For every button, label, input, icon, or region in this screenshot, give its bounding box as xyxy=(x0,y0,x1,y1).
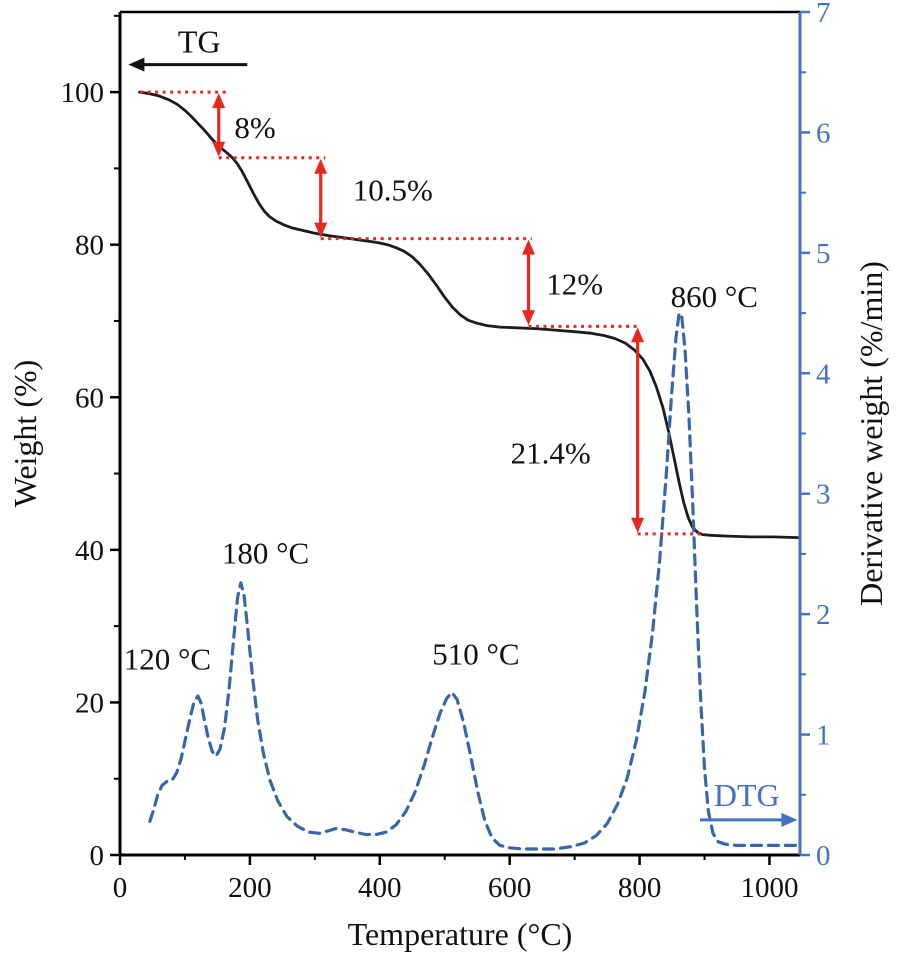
dtg-label: DTG xyxy=(714,777,780,813)
peak-label-1: 180 °C xyxy=(222,536,309,571)
x-tick-label: 0 xyxy=(113,872,128,904)
y-right-tick-label: 6 xyxy=(816,117,831,149)
dtg-curve xyxy=(148,311,801,851)
loss-label-2: 12% xyxy=(546,266,603,301)
x-axis-title: Temperature (°C) xyxy=(348,916,573,952)
y-right-tick-label: 7 xyxy=(816,0,831,29)
loss-arrowhead-up-0 xyxy=(212,93,226,109)
x-tick-label: 800 xyxy=(618,872,662,904)
left-axis-title: Weight (%) xyxy=(7,360,43,508)
dtg-arrowhead xyxy=(781,812,798,827)
tg-arrowhead xyxy=(128,57,145,72)
loss-arrowhead-down-1 xyxy=(314,222,328,238)
y-right-tick-label: 0 xyxy=(816,840,831,872)
y-left-tick-label: 20 xyxy=(75,687,104,719)
tg-label: TG xyxy=(178,23,221,59)
y-left-tick-label: 40 xyxy=(75,535,104,567)
loss-arrowhead-down-0 xyxy=(212,141,226,157)
loss-label-3: 21.4% xyxy=(511,436,591,471)
y-left-tick-label: 100 xyxy=(61,77,105,109)
y-left-tick-label: 0 xyxy=(90,840,105,872)
loss-arrowhead-up-3 xyxy=(631,327,645,343)
tg-curve xyxy=(138,90,801,539)
x-tick-label: 400 xyxy=(358,872,402,904)
y-left-tick-label: 60 xyxy=(75,382,104,414)
y-right-tick-label: 1 xyxy=(816,720,831,752)
y-right-tick-label: 3 xyxy=(816,479,831,511)
y-right-tick-label: 2 xyxy=(816,599,831,631)
loss-arrowhead-up-2 xyxy=(522,239,535,255)
peak-label-0: 120 °C xyxy=(124,642,211,677)
loss-label-0: 8% xyxy=(234,110,275,145)
loss-arrowhead-up-1 xyxy=(314,158,328,174)
x-tick-label: 1000 xyxy=(740,872,798,904)
x-tick-label: 200 xyxy=(228,872,272,904)
peak-label-3: 860 °C xyxy=(671,279,758,314)
peak-label-2: 510 °C xyxy=(432,636,519,671)
x-tick-label: 600 xyxy=(488,872,532,904)
loss-arrowhead-down-3 xyxy=(631,517,645,533)
y-left-tick-label: 80 xyxy=(75,230,104,262)
loss-arrowhead-down-2 xyxy=(522,310,535,326)
right-axis-title: Derivative weight (%/min) xyxy=(853,261,889,606)
y-right-tick-label: 5 xyxy=(816,238,831,270)
loss-label-1: 10.5% xyxy=(353,172,433,207)
y-right-tick-label: 4 xyxy=(816,358,831,390)
